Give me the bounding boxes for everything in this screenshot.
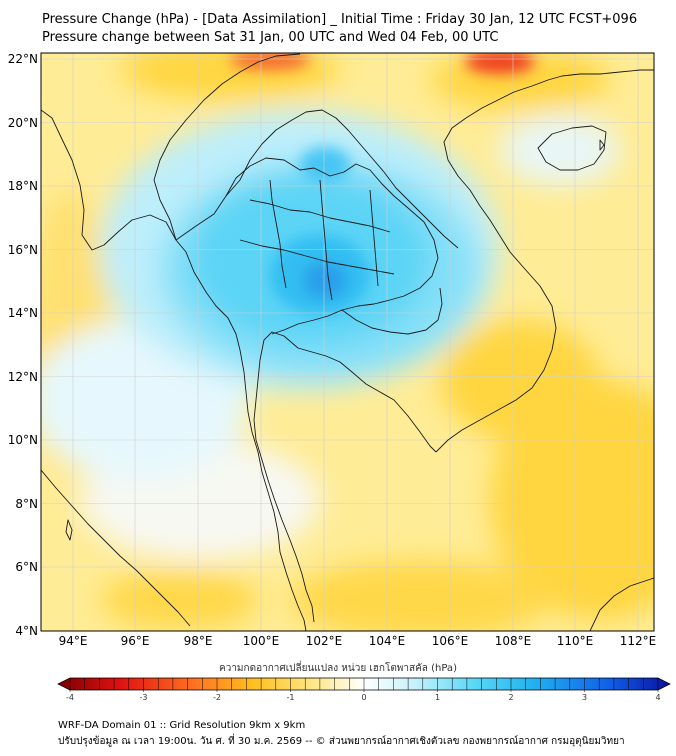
colorbar-tick-2: 2 [508,693,513,702]
graticule [41,53,654,631]
lon-tick-98: 98°E [184,634,213,648]
footer-update-credit: ปรับปรุงข้อมูล ณ เวลา 19:00น. วัน ศ. ที่… [58,736,625,747]
lon-tick-110: 110°E [557,634,594,648]
pressure-field [41,53,654,631]
coastline-mainland [41,109,307,631]
coastline-sumatra [41,469,191,627]
lon-tick-102: 102°E [306,634,343,648]
lat-tick-4: 4°N [15,624,38,638]
lon-tick-96: 96°E [121,634,150,648]
border-myanmar [153,53,301,241]
colorbar-title: ความกดอากาศเปลี่ยนแปลง หน่วย เฮกโตพาสคัล… [219,663,457,674]
border-thailand [175,157,439,335]
border-internal-3 [269,179,287,289]
lon-tick-100: 100°E [243,634,280,648]
lat-tick-6: 6°N [15,560,38,574]
border-internal-5 [369,189,379,287]
coastline-peninsula-east [253,339,315,623]
footer-model-info: WRF-DA Domain 01 :: Grid Resolution 9km … [58,720,306,731]
lon-tick-94: 94°E [59,634,88,648]
colorbar-tick-1: 1 [435,693,440,702]
land-outlines [41,53,654,631]
lat-tick-12: 12°N [8,370,38,384]
lat-tick-20: 20°N [8,116,38,130]
lat-tick-14: 14°N [8,306,38,320]
map-frame [40,52,655,632]
border-cambodia [341,287,443,335]
lon-tick-104: 104°E [369,634,406,648]
coastline-vietnam [435,69,654,453]
coastline-borneo [589,577,654,631]
border-internal-2 [239,239,395,275]
lon-tick-112: 112°E [620,634,657,648]
lat-tick-8: 8°N [15,497,38,511]
colorbar-tick-0: 0 [361,693,366,702]
colorbar-tick-neg3: -3 [140,693,148,702]
colorbar-tick-neg1: -1 [287,693,295,702]
border-laos [225,109,459,249]
colorbar: -4 -3 -2 -1 0 1 2 3 4 [57,677,671,702]
lat-tick-10: 10°N [8,433,38,447]
coastline-hainan [537,125,607,171]
colorbar-tick-4: 4 [655,693,660,702]
island-small-1 [599,139,605,151]
map-title: Pressure Change (hPa) - [Data Assimilati… [42,12,638,27]
border-internal-4 [319,179,333,301]
coastline-gulf [263,331,437,453]
colorbar-tick-neg2: -2 [213,693,221,702]
lat-tick-18: 18°N [8,179,38,193]
lat-tick-22: 22°N [8,52,38,66]
island-andaman [65,519,73,541]
colorbar-tick-3: 3 [582,693,587,702]
map-subtitle: Pressure change between Sat 31 Jan, 00 U… [42,30,499,45]
lon-tick-106: 106°E [432,634,469,648]
lat-tick-16: 16°N [8,243,38,257]
lon-tick-108: 108°E [495,634,532,648]
map-figure: 22°N 20°N 18°N 16°N 14°N 12°N 10°N 8°N 6… [8,52,671,702]
colorbar-tick-neg4: -4 [66,693,74,702]
